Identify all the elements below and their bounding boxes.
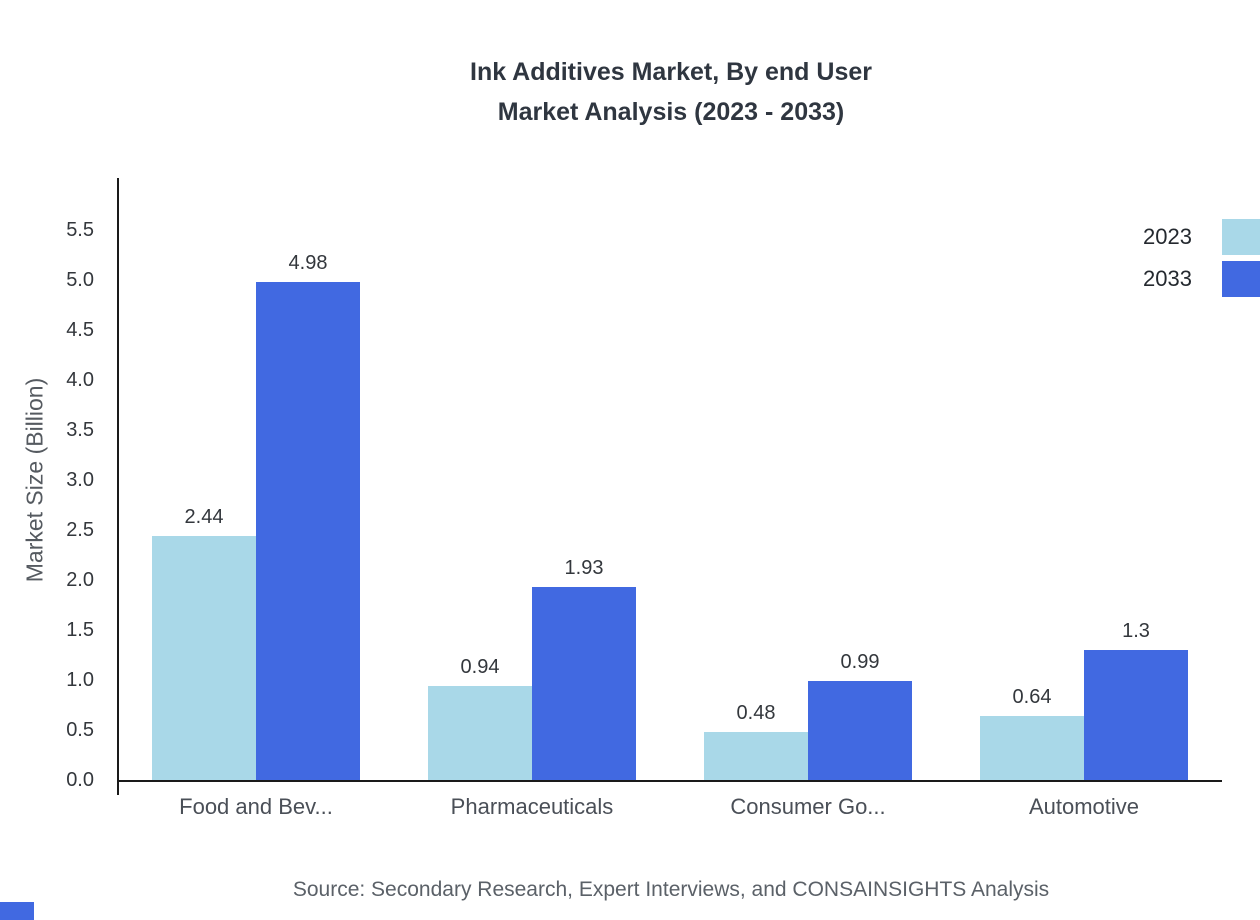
plot-area: 2.44 4.98 0.94 1.93 0.48 0.99 0.64 1.3 — [118, 180, 1222, 780]
y-axis-line — [117, 178, 119, 795]
bar-slot: 0.48 — [704, 702, 808, 780]
source-attribution: Source: Secondary Research, Expert Inter… — [292, 878, 1050, 901]
bar-group: 0.64 1.3 — [946, 620, 1222, 780]
bar-slot: 0.64 — [980, 686, 1084, 780]
bar-2023 — [428, 686, 532, 780]
x-axis-category-label: Food and Bev... — [179, 794, 333, 819]
legend: 2023 2033 — [1143, 218, 1260, 298]
y-axis-ticks: 0.0 0.5 1.0 1.5 2.0 2.5 3.0 3.5 4.0 4.5 5.0 5.5 — [0, 180, 108, 791]
bar-2023 — [980, 716, 1084, 780]
y-tick-label: 5.0 — [66, 269, 94, 291]
bar-2033 — [532, 587, 636, 780]
y-tick-label: 0.0 — [66, 769, 94, 791]
bar-slot: 0.94 — [428, 656, 532, 780]
bar-2033 — [1084, 650, 1188, 780]
bar-value-label: 0.94 — [460, 656, 500, 678]
bar-value-label: 0.64 — [1012, 686, 1052, 708]
bar-2033 — [808, 681, 912, 780]
bar-value-label: 1.93 — [564, 557, 604, 579]
y-tick-label: 2.5 — [66, 519, 94, 541]
bar-slot: 2.44 — [152, 506, 256, 780]
bar-2023 — [152, 536, 256, 780]
corner-brand-mark — [0, 902, 34, 920]
bar-group: 0.94 1.93 — [394, 557, 670, 780]
legend-item: 2023 — [1143, 218, 1260, 256]
x-axis-category-label: Consumer Go... — [730, 794, 886, 819]
bar-group: 2.44 4.98 — [118, 252, 394, 780]
bar-value-label: 2.44 — [184, 506, 224, 528]
y-tick-label: 3.5 — [66, 419, 94, 441]
legend-swatch — [1222, 261, 1260, 297]
y-tick-label: 2.0 — [66, 569, 94, 591]
y-tick-label: 1.0 — [66, 669, 94, 691]
bar-value-label: 1.3 — [1122, 620, 1150, 642]
bar-slot: 4.98 — [256, 252, 360, 780]
x-axis-line — [117, 780, 1222, 782]
legend-label: 2023 — [1143, 224, 1192, 249]
bar-value-label: 4.98 — [288, 252, 328, 274]
y-tick-label: 5.5 — [66, 219, 94, 241]
bar-group: 0.48 0.99 — [670, 651, 946, 780]
y-tick-label: 4.0 — [66, 369, 94, 391]
legend-item: 2033 — [1143, 260, 1260, 298]
x-axis-category-label: Automotive — [1028, 794, 1140, 819]
x-axis-category-label: Pharmaceuticals — [450, 794, 614, 819]
bar-value-label: 0.48 — [736, 702, 776, 724]
bar-slot: 1.93 — [532, 557, 636, 780]
y-tick-label: 0.5 — [66, 719, 94, 741]
y-tick-label: 4.5 — [66, 319, 94, 341]
y-tick-label: 1.5 — [66, 619, 94, 641]
y-tick-label: 3.0 — [66, 469, 94, 491]
bar-2033 — [256, 282, 360, 780]
legend-label: 2033 — [1143, 266, 1192, 291]
bar-slot: 0.99 — [808, 651, 912, 780]
bar-2023 — [704, 732, 808, 780]
bar-slot: 1.3 — [1084, 620, 1188, 780]
x-axis-labels: Food and Bev... Pharmaceuticals Consumer G… — [118, 794, 1222, 820]
chart-title: Ink Additives Market, By end User Market… — [118, 52, 1224, 132]
legend-swatch — [1222, 219, 1260, 255]
chart-title-line2: Market Analysis (2023 - 2033) — [497, 98, 845, 126]
chart-title-line1: Ink Additives Market, By end User — [470, 58, 872, 86]
bar-value-label: 0.99 — [840, 651, 880, 673]
